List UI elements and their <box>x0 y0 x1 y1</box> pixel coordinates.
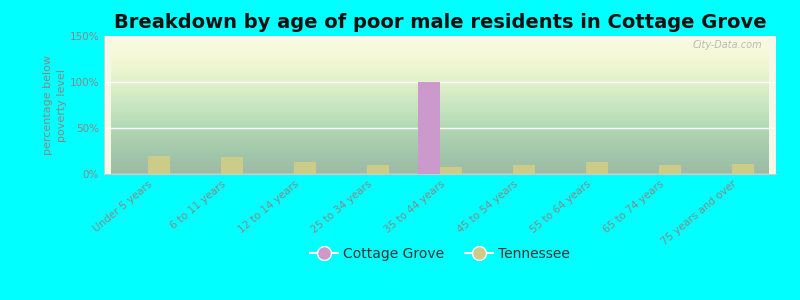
Bar <box>440 167 462 174</box>
Bar <box>732 164 754 174</box>
Bar <box>513 165 535 174</box>
Text: City-Data.com: City-Data.com <box>693 40 762 50</box>
Title: Breakdown by age of poor male residents in Cottage Grove: Breakdown by age of poor male residents … <box>114 13 766 32</box>
Bar <box>221 158 242 174</box>
Bar <box>148 156 170 174</box>
Bar <box>586 162 608 174</box>
Bar <box>294 162 316 174</box>
Y-axis label: percentage below
poverty level: percentage below poverty level <box>42 55 66 155</box>
Bar <box>418 82 440 174</box>
Legend: Cottage Grove, Tennessee: Cottage Grove, Tennessee <box>304 241 576 266</box>
Bar <box>659 165 681 174</box>
Bar <box>367 165 389 174</box>
